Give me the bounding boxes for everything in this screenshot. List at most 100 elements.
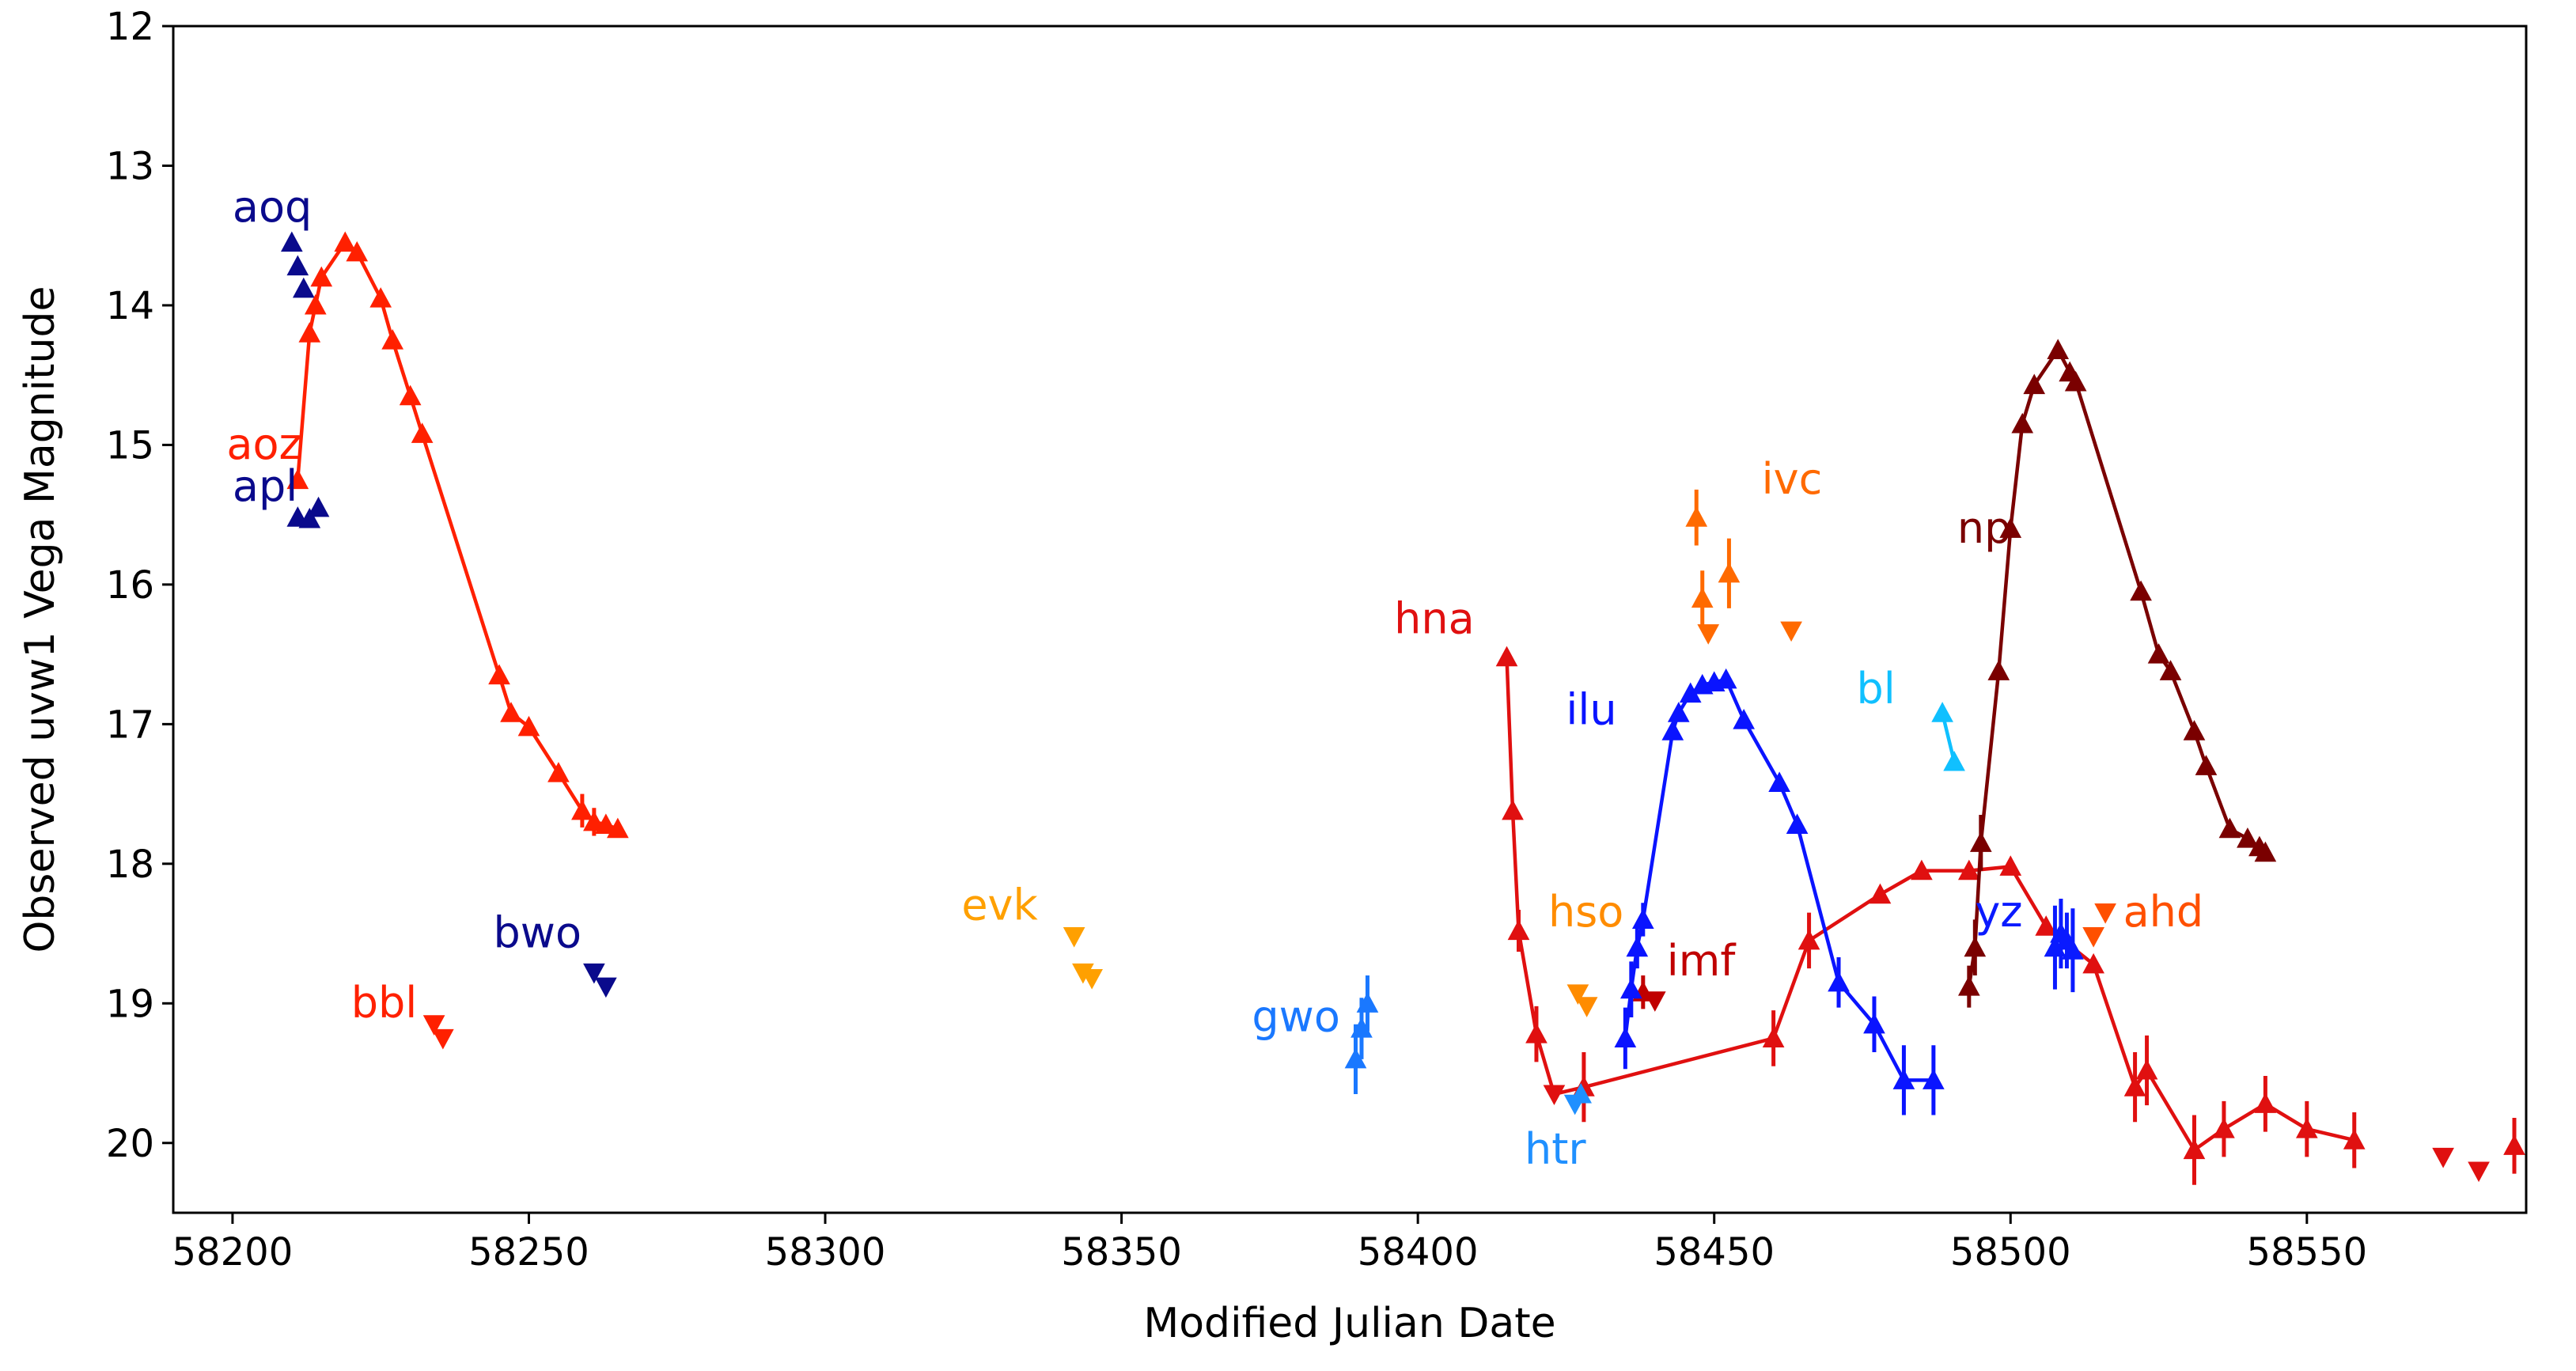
series-ilu — [1614, 668, 1945, 1115]
detection-marker — [1356, 992, 1379, 1013]
detection-marker — [1931, 702, 1953, 722]
series-label-bwo: bwo — [494, 908, 581, 958]
detection-marker — [286, 468, 309, 490]
upper-limit-marker — [1780, 621, 1802, 642]
detection-marker — [2135, 1059, 2158, 1080]
y-axis: 12 13 14 15 16 17 18 19 20 — [106, 5, 173, 1166]
detection-marker — [381, 329, 404, 350]
y-tick-label: 17 — [106, 703, 154, 747]
upper-limit-marker — [2094, 903, 2116, 924]
y-tick-label: 12 — [106, 5, 154, 49]
detection-marker — [1999, 855, 2022, 876]
series-label-ahd: ahd — [2123, 887, 2204, 937]
detection-marker — [583, 810, 605, 831]
detection-marker — [1507, 919, 1530, 941]
detection-marker — [1943, 750, 1965, 771]
series-bl — [1931, 702, 1965, 771]
upper-limit-marker — [1697, 624, 1720, 645]
x-tick-label: 58450 — [1654, 1230, 1775, 1274]
detection-marker — [1869, 883, 1892, 904]
detection-marker — [286, 255, 309, 276]
y-axis-label: Observed uvw1 Vega Magnitude — [17, 286, 64, 953]
series-label-np: np — [1957, 503, 2012, 553]
detection-marker — [2254, 1093, 2277, 1113]
detection-marker — [488, 664, 510, 685]
y-tick-label: 15 — [106, 423, 154, 468]
upper-limit-marker — [2432, 1147, 2454, 1168]
detection-marker — [411, 422, 434, 443]
detection-marker — [1964, 936, 1987, 957]
detection-marker — [1768, 771, 1790, 793]
upper-limit-marker — [1063, 927, 1085, 948]
detection-marker — [2147, 643, 2170, 664]
y-tick-label: 18 — [106, 843, 154, 887]
detection-marker — [2213, 1118, 2235, 1138]
detection-marker — [607, 817, 629, 839]
plot-frame — [172, 25, 2528, 1214]
detection-marker — [2195, 755, 2218, 775]
series-label-yz: yz — [1975, 887, 2022, 937]
series-bwo — [583, 963, 617, 998]
detection-marker — [346, 240, 369, 262]
series-htr — [1563, 1082, 1592, 1115]
series-label-htr: htr — [1525, 1124, 1586, 1174]
detection-marker — [2183, 1138, 2206, 1160]
series-hso — [1566, 984, 1598, 1017]
detection-marker — [280, 231, 303, 252]
detection-marker — [2237, 828, 2259, 848]
upper-limit-marker — [1566, 984, 1589, 1005]
detection-marker — [1999, 517, 2022, 538]
upper-limit-marker — [1575, 997, 1598, 1017]
detection-marker — [310, 266, 333, 287]
detection-marker — [1614, 1027, 1637, 1047]
detection-marker — [334, 231, 357, 252]
series-label-gwo: gwo — [1252, 992, 1339, 1042]
detection-marker — [1892, 1069, 1915, 1089]
detection-marker — [571, 799, 593, 820]
y-tick-label: 19 — [106, 982, 154, 1026]
upper-limit-marker — [1543, 1085, 1566, 1106]
detection-marker — [1685, 506, 1708, 527]
series-apl — [286, 496, 330, 528]
detection-marker — [2503, 1134, 2525, 1155]
y-tick-label: 16 — [106, 563, 154, 608]
detection-marker — [1495, 646, 1518, 667]
series-label-ilu: ilu — [1566, 684, 1616, 734]
x-tick-label: 58550 — [2246, 1230, 2367, 1274]
detection-marker — [1714, 668, 1737, 689]
upper-limit-marker — [595, 977, 617, 998]
detection-marker — [2343, 1129, 2366, 1149]
x-tick-label: 58350 — [1061, 1230, 1182, 1274]
detection-marker — [2295, 1118, 2318, 1138]
detection-marker — [1987, 660, 2010, 680]
x-axis-label: Modified Julian Date — [1143, 1300, 1555, 1347]
y-tick-label: 14 — [106, 284, 154, 328]
series-label-apl: apl — [233, 461, 297, 511]
detection-marker — [298, 507, 321, 528]
upper-limit-marker — [422, 1015, 445, 1036]
series-ahd — [2082, 903, 2116, 948]
detection-marker — [307, 496, 330, 517]
series-label-ivc: ivc — [1762, 454, 1823, 504]
detection-marker — [1786, 813, 1809, 834]
detection-marker — [1863, 1013, 1885, 1034]
plot-marks — [280, 231, 2525, 1185]
detection-marker — [2123, 1076, 2146, 1096]
detection-marker — [1911, 859, 1933, 881]
series-aoq — [280, 231, 315, 298]
x-axis: 58200 58250 58300 58350 58400 58450 58500 58550 — [172, 1213, 2367, 1274]
x-tick-label: 58400 — [1358, 1230, 1479, 1274]
upper-limit-marker — [2082, 927, 2104, 948]
detection-marker — [1502, 799, 1524, 820]
x-tick-label: 58500 — [1950, 1230, 2071, 1274]
detection-marker — [2130, 580, 2152, 601]
detection-marker — [2011, 412, 2034, 434]
series-label-bbl: bbl — [351, 978, 418, 1028]
detection-marker — [595, 813, 617, 834]
upper-limit-marker — [432, 1028, 454, 1050]
series-hna-limits — [2432, 1118, 2525, 1183]
detection-marker — [2064, 370, 2087, 392]
